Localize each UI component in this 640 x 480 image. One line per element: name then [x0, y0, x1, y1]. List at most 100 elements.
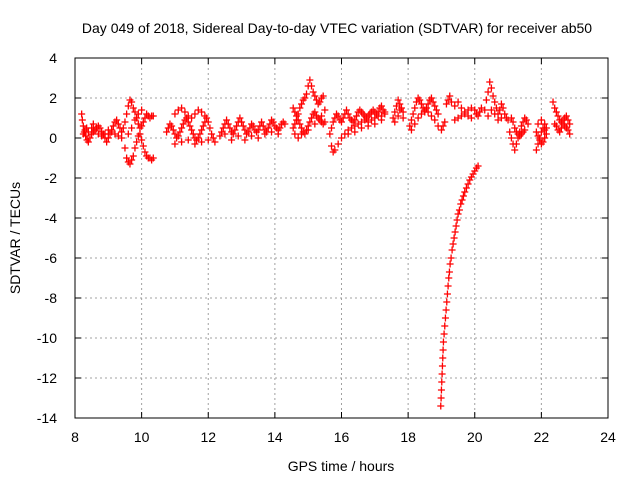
data-point [467, 173, 475, 181]
data-point [306, 76, 314, 84]
data-point [487, 84, 495, 92]
data-point [171, 110, 179, 118]
data-point [351, 116, 359, 124]
data-point [131, 144, 139, 152]
data-point [176, 128, 184, 136]
data-point [281, 120, 289, 128]
x-tick-labels: 8 10 12 14 16 18 20 22 24 [71, 429, 616, 445]
data-point [198, 108, 206, 116]
data-point [138, 136, 146, 144]
data-point [308, 82, 316, 90]
data-point [438, 362, 446, 370]
data-point [306, 118, 314, 126]
data-point [141, 148, 149, 156]
data-point [136, 130, 144, 138]
data-point [208, 130, 216, 138]
data-point [522, 116, 530, 124]
data-point [437, 126, 445, 134]
data-point [223, 116, 231, 124]
data-point [556, 128, 564, 136]
data-point [129, 152, 137, 160]
data-point [204, 136, 212, 144]
data-point [453, 216, 461, 224]
data-point [484, 112, 492, 120]
grid-layer [75, 58, 608, 418]
data-point [407, 116, 415, 124]
data-point [231, 126, 239, 134]
data-point [78, 110, 86, 118]
data-point [407, 126, 415, 134]
data-point [562, 112, 570, 120]
data-point [442, 100, 450, 108]
data-point [474, 112, 482, 120]
data-point [244, 128, 252, 136]
data-point [541, 126, 549, 134]
data-point [91, 126, 99, 134]
data-point [194, 134, 202, 142]
data-point [394, 112, 402, 120]
data-point [101, 130, 109, 138]
data-point [118, 128, 126, 136]
data-point [441, 118, 449, 126]
data-point [399, 114, 407, 122]
data-point [249, 122, 257, 130]
data-point [171, 140, 179, 148]
data-point [128, 124, 136, 132]
y-tick-label: -12 [37, 370, 57, 386]
data-point [328, 124, 336, 132]
data-point [507, 134, 515, 142]
data-point [274, 130, 282, 138]
data-point [489, 92, 497, 100]
data-point [449, 240, 457, 248]
data-point [557, 124, 565, 132]
data-point [224, 120, 232, 128]
data-point [524, 120, 532, 128]
data-point [198, 138, 206, 146]
data-point [179, 120, 187, 128]
data-point [566, 120, 574, 128]
data-point [139, 118, 147, 126]
data-point [455, 206, 463, 214]
data-point [534, 120, 542, 128]
data-point [431, 102, 439, 110]
data-point [411, 120, 419, 128]
data-point [486, 78, 494, 86]
data-point [219, 124, 227, 132]
data-point [211, 138, 219, 146]
data-point [133, 138, 141, 146]
data-point [549, 98, 557, 106]
data-point [542, 130, 550, 138]
data-point [497, 114, 505, 122]
data-point [464, 180, 472, 188]
data-point [440, 330, 448, 338]
data-point [114, 120, 122, 128]
data-point [507, 114, 515, 122]
data-point [339, 114, 347, 122]
data-point [437, 386, 445, 394]
data-point [248, 132, 256, 140]
data-point [439, 338, 447, 346]
data-point [174, 132, 182, 140]
data-point [381, 110, 389, 118]
y-tick-label: 2 [49, 90, 57, 106]
data-point [541, 120, 549, 128]
data-point [186, 122, 194, 130]
data-point [131, 116, 139, 124]
data-point [184, 118, 192, 126]
data-point [149, 154, 157, 162]
data-point [344, 110, 352, 118]
data-point [123, 154, 131, 162]
data-point [497, 100, 505, 108]
data-point [564, 126, 572, 134]
data-point [123, 110, 131, 118]
data-point [439, 346, 447, 354]
data-point [301, 94, 309, 102]
data-point [534, 132, 542, 140]
data-point [447, 254, 455, 262]
data-point [234, 132, 242, 140]
data-point [326, 130, 334, 138]
data-point [391, 118, 399, 126]
data-point [198, 126, 206, 134]
y-tick-label: -4 [45, 210, 58, 226]
